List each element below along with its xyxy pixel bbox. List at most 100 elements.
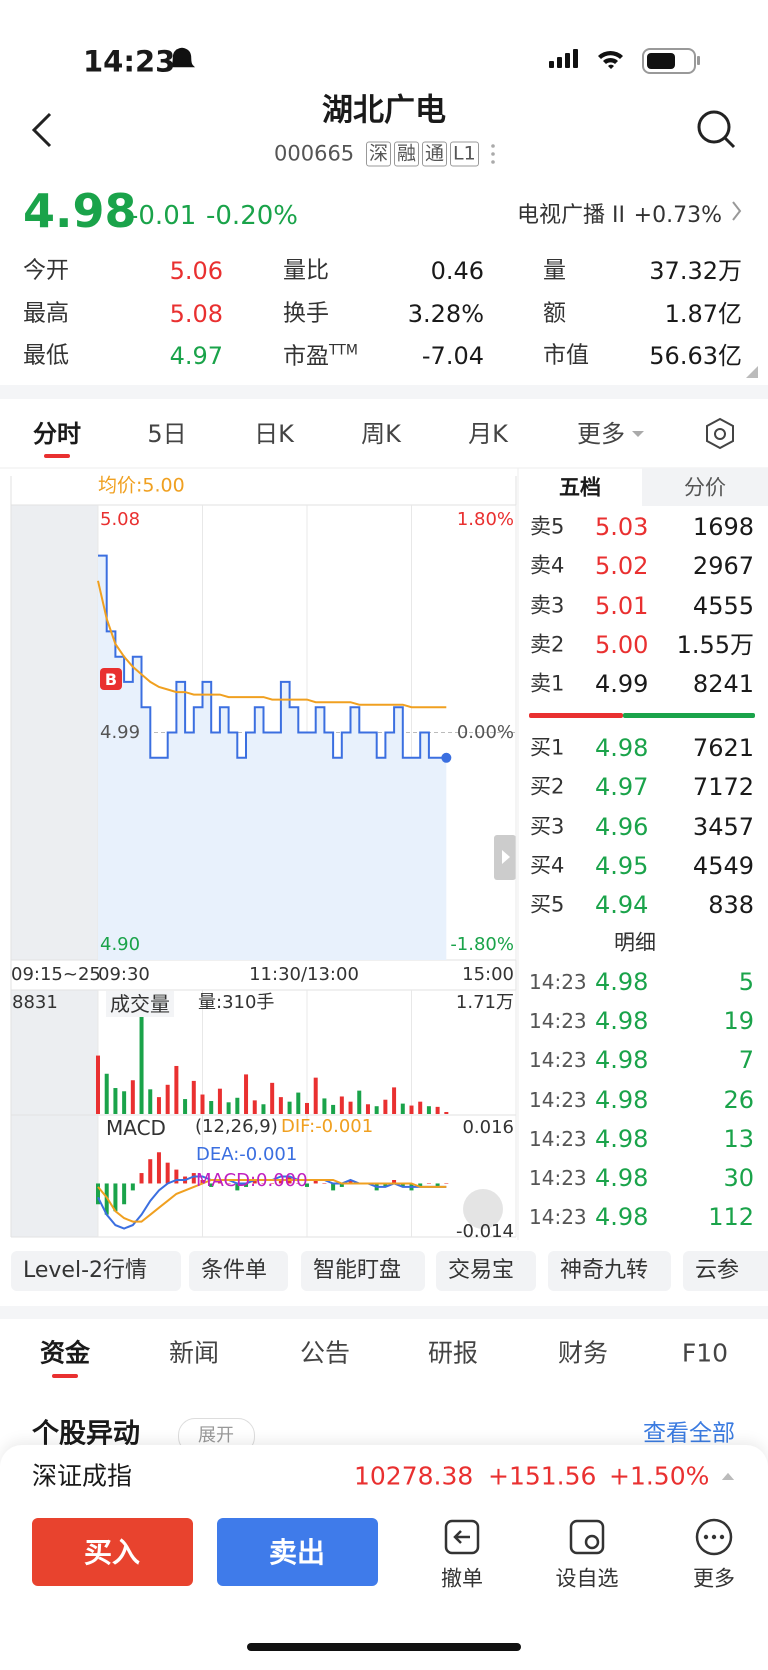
stock-tag: 融 <box>394 141 420 167</box>
macd-bar <box>444 1183 449 1184</box>
macd-bar <box>165 1162 170 1184</box>
corner-mark <box>746 366 758 378</box>
volume-bar <box>226 1102 231 1114</box>
macd-bar <box>383 1183 388 1187</box>
info-tab[interactable]: 公告 <box>299 1338 351 1368</box>
volume-label[interactable]: 成交量 <box>106 991 174 1017</box>
volume-bar <box>444 1111 449 1114</box>
stat-value: 3.28% <box>407 300 484 328</box>
volume-bar <box>374 1106 379 1114</box>
bid-volume: 4549 <box>692 851 754 880</box>
feature-chip[interactable] <box>548 1251 671 1291</box>
buy-button[interactable] <box>32 1518 193 1586</box>
macd-tick-label: -0.014 <box>455 1221 514 1242</box>
trade-time: 14:23 <box>529 1087 587 1112</box>
dot <box>491 152 495 156</box>
period-tab[interactable]: 日K <box>254 420 294 448</box>
sell-label: 卖出 <box>268 1536 326 1569</box>
status-time: 14:23 <box>83 44 176 79</box>
bid-label: 买3 <box>530 814 565 839</box>
search-icon[interactable] <box>697 110 731 144</box>
action-label[interactable]: 更多 <box>693 1566 735 1591</box>
macd-label[interactable]: MACD <box>106 1116 166 1140</box>
volume-bar <box>365 1104 370 1114</box>
ask-volume: 8241 <box>692 670 754 699</box>
volume-bar <box>148 1089 153 1114</box>
feature-chip[interactable] <box>683 1251 768 1291</box>
trade-volume: 30 <box>723 1164 754 1192</box>
fullscreen-icon[interactable] <box>463 1189 503 1229</box>
period-tab[interactable]: 周K <box>361 420 401 448</box>
plot: B <box>10 476 755 1238</box>
battery <box>642 48 696 74</box>
back-icon[interactable] <box>31 112 52 148</box>
feature-label: 云参 <box>695 1258 740 1283</box>
book-tab[interactable]: 分价 <box>684 475 726 500</box>
price-change: -0.01 <box>129 201 197 231</box>
index-change: +151.56 <box>488 1461 597 1491</box>
stat-value: 0.46 <box>430 257 484 285</box>
y-tick-label: 5.08 <box>100 509 141 530</box>
volume-bar <box>278 1097 283 1114</box>
ask-volume: 1698 <box>692 513 754 541</box>
info-tab[interactable]: 研报 <box>427 1338 479 1368</box>
trade-price: 4.98 <box>595 1164 649 1192</box>
caret <box>622 934 632 940</box>
detail-title[interactable]: 明细 <box>614 930 656 955</box>
macd-bar <box>148 1159 153 1184</box>
settings-icon[interactable] <box>706 417 734 450</box>
feature-chip[interactable] <box>11 1251 181 1291</box>
trade-price: 4.98 <box>595 1085 649 1114</box>
spread-bar-green <box>623 713 755 718</box>
macd-bar <box>296 1183 301 1184</box>
volume-bar <box>209 1101 214 1114</box>
volume-bar <box>235 1097 240 1114</box>
stat-label: 今开 <box>23 257 69 284</box>
info-tab[interactable]: 资金 <box>39 1338 91 1368</box>
bid-price: 4.94 <box>595 891 649 920</box>
ask-volume: 2967 <box>692 552 754 581</box>
info-tab[interactable]: 新闻 <box>168 1338 220 1368</box>
period-tab[interactable]: 分时 <box>33 420 81 448</box>
feature-chip[interactable] <box>301 1251 425 1291</box>
volume-bar <box>426 1106 431 1114</box>
ask-label: 卖2 <box>530 632 565 657</box>
action-label[interactable]: 设自选 <box>555 1566 619 1591</box>
book-tab[interactable]: 五档 <box>559 475 601 500</box>
dot <box>491 160 495 164</box>
feature-chip[interactable] <box>189 1251 288 1291</box>
action-label[interactable]: 撤单 <box>441 1566 483 1591</box>
x-tick-label: 09:30 <box>98 964 150 985</box>
macd-bar <box>278 1180 283 1184</box>
macd-bar <box>400 1183 405 1187</box>
macd-bar <box>156 1152 161 1184</box>
macd-bar <box>130 1183 135 1191</box>
period-tab[interactable]: 5日 <box>147 420 187 448</box>
volume-bar <box>96 1055 100 1114</box>
period-tab[interactable]: 更多 <box>577 420 625 448</box>
y2-tick-label: 1.80% <box>456 509 514 530</box>
dif-label: DIF:-0.001 <box>281 1116 374 1137</box>
volume-bar <box>418 1101 423 1114</box>
period-tab[interactable]: 月K <box>468 420 508 448</box>
section-link[interactable]: 查看全部 <box>643 1420 735 1447</box>
stat-label: 换手 <box>283 300 329 327</box>
bid-label: 买4 <box>530 853 565 878</box>
sector-name[interactable]: 电视广播 II <box>517 203 625 228</box>
info-tab[interactable]: 财务 <box>557 1338 609 1368</box>
bid-price: 4.97 <box>595 773 649 802</box>
ask-label: 卖1 <box>530 671 565 696</box>
info-tab[interactable]: F10 <box>681 1338 729 1368</box>
sell-button[interactable] <box>217 1518 378 1586</box>
stat-value: 37.32万 <box>649 257 742 285</box>
feature-label: 交易宝 <box>448 1258 515 1283</box>
macd-bar <box>305 1183 309 1187</box>
stock-tag: 通 <box>422 141 448 167</box>
macd-bar <box>209 1183 214 1187</box>
macd-bar <box>191 1173 196 1184</box>
bid-volume: 3457 <box>692 812 754 841</box>
signal-bar <box>549 61 554 68</box>
volume-bar <box>270 1082 275 1114</box>
stat-value: -7.04 <box>421 342 484 370</box>
feature-chip[interactable] <box>436 1251 536 1291</box>
